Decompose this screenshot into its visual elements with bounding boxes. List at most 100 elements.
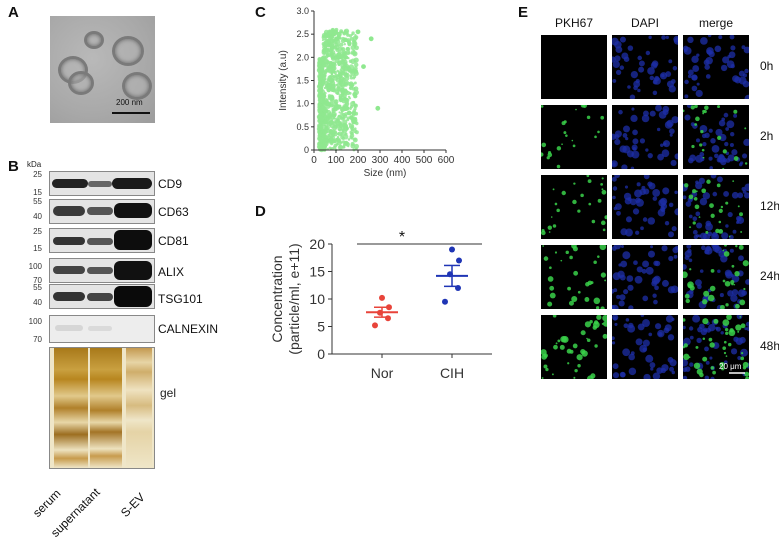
nucleus [631,150,640,159]
nucleus [693,234,699,239]
nucleus [614,175,621,179]
pkh67-signal [694,204,700,210]
nucleus [657,208,666,217]
nucleus [720,331,724,335]
pkh67-signal [600,306,605,309]
micrograph-cell [541,35,607,99]
pkh67-signal [573,182,576,185]
pkh67-signal [683,343,688,348]
nucleus [615,69,622,76]
band [87,207,113,215]
scatter-point [317,136,322,141]
nucleus [655,105,662,112]
scatter-point [352,92,358,97]
nucleus [668,85,676,93]
nucleus [629,94,636,99]
nucleus [723,360,728,365]
scatter-point [348,59,353,63]
pkh67-signal [702,318,709,325]
nucleus [669,366,675,372]
scatter-point [329,45,335,51]
scatter-point [353,49,356,53]
scatter-point [338,144,343,149]
nucleus [612,186,618,191]
blot-calnexin [49,315,155,343]
nucleus [668,202,674,208]
nucleus [660,202,668,210]
pkh67-signal [584,297,590,302]
micrograph-svg [683,105,749,169]
scatter-point [319,59,325,65]
pkh67-signal [592,325,598,330]
scale-bar [112,112,150,114]
nucleus [614,138,621,146]
nucleus [718,119,726,127]
nucleus [718,35,723,40]
band [52,179,88,188]
y-tick-label: 0 [304,145,309,155]
nucleus [743,46,749,54]
nucleus [622,348,631,357]
protein-label-tsg101: TSG101 [158,292,203,306]
pkh67-signal [724,245,727,247]
nucleus [651,60,659,67]
protein-label-cd81: CD81 [158,234,189,248]
nucleus [619,294,626,301]
nucleus [696,222,703,229]
pkh67-signal [683,346,685,349]
nucleus [647,250,655,258]
nucleus [730,348,738,355]
nucleus [672,65,678,71]
nucleus [612,162,616,167]
scatter-point [350,141,355,147]
scatter-point [337,50,342,54]
pkh67-signal [602,315,607,322]
y-tick-label: 2.0 [296,52,309,62]
scatter-point [334,36,340,42]
lane-label-serum: serum [30,486,64,520]
scatter-point [318,102,322,105]
nucleus [705,220,712,227]
pkh67-signal [580,193,584,198]
nucleus [641,185,646,190]
pkh67-signal [712,370,716,375]
pkh67-signal [718,229,724,234]
nucleus [669,128,675,135]
nucleus [612,341,616,345]
nucleus [616,210,621,216]
pkh67-signal [604,279,607,282]
nucleus [667,356,674,363]
scatter-point [320,143,323,147]
scatter-point [333,117,336,120]
scatter-point [323,32,327,36]
scatter-point [332,39,336,43]
nucleus [650,245,654,249]
pkh67-signal [699,372,704,378]
pkh67-signal [717,105,721,109]
pkh67-signal [551,373,554,376]
nucleus [612,245,617,251]
scatter-point [354,143,360,149]
micrograph-cell [612,35,678,99]
nucleus [743,138,749,147]
nucleus [627,85,631,89]
nucleus [623,56,630,62]
scatter-point [333,120,337,124]
nucleus [695,182,703,190]
nucleus [724,141,729,147]
nucleus [706,49,712,55]
pkh67-signal [597,255,600,258]
pkh67-signal [587,179,592,184]
scatter-point [353,107,357,111]
pkh67-signal [742,260,749,267]
nucleus [687,69,694,76]
pkh67-signal [600,115,605,120]
x-tick-label: 200 [350,155,367,166]
nucleus [634,275,643,284]
nucleus [705,360,710,365]
pkh67-signal [593,320,599,325]
gel-lane-serum [54,348,88,468]
nucleus [633,260,638,266]
scatter-point [355,121,359,126]
scatter-point [352,51,357,56]
